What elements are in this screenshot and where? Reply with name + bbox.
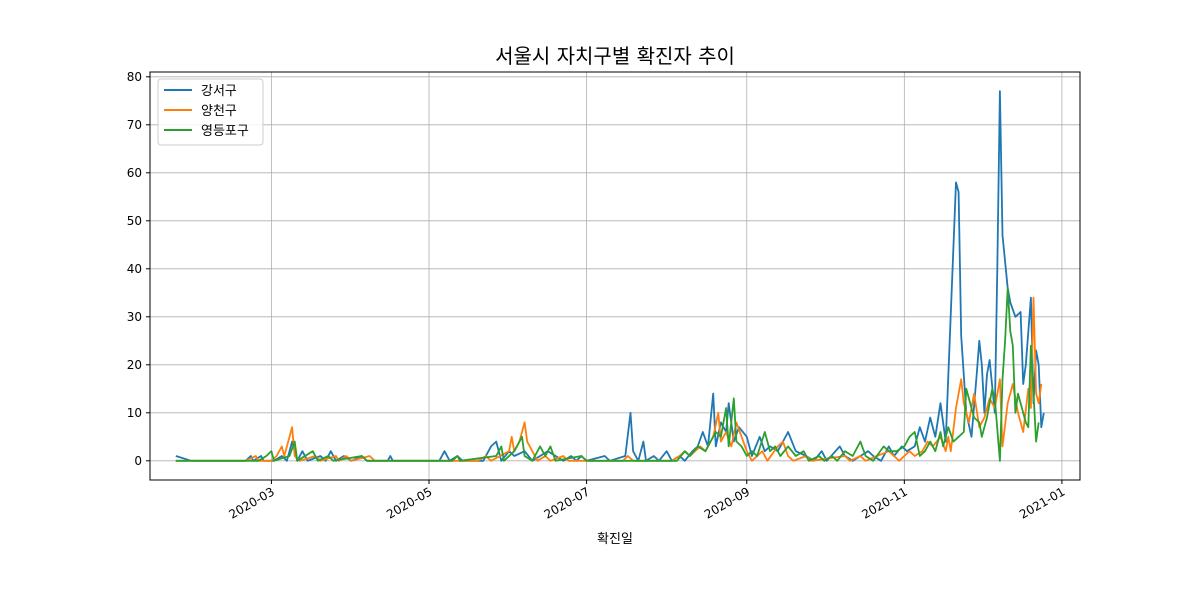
y-tick-label: 10 bbox=[127, 406, 142, 420]
grid-lines bbox=[150, 72, 1080, 480]
legend-box bbox=[157, 78, 264, 146]
y-tick-label: 30 bbox=[127, 310, 142, 324]
series-lines bbox=[175, 90, 1045, 462]
series-line-2 bbox=[175, 296, 1043, 462]
y-tick-label: 70 bbox=[127, 118, 142, 132]
y-tick-label: 50 bbox=[127, 214, 142, 228]
plot-frame bbox=[149, 71, 1081, 481]
series-line-3 bbox=[175, 287, 1040, 462]
legend-label: 강서구 bbox=[201, 84, 237, 99]
y-tick-label: 40 bbox=[127, 262, 142, 276]
y-tick-label: 60 bbox=[127, 166, 142, 180]
chart-title: 서울시 자치구별 확진자 추이 bbox=[495, 44, 735, 68]
y-tick-label: 80 bbox=[127, 70, 142, 84]
y-tick-label: 20 bbox=[127, 358, 142, 372]
x-axis-label: 확진일 bbox=[597, 532, 633, 547]
y-axis: 0 10 20 30 40 50 60 70 80 bbox=[127, 70, 150, 468]
y-tick-label: 0 bbox=[134, 454, 142, 468]
legend-label: 영등포구 bbox=[201, 124, 249, 139]
legend-label: 양천구 bbox=[201, 104, 237, 119]
